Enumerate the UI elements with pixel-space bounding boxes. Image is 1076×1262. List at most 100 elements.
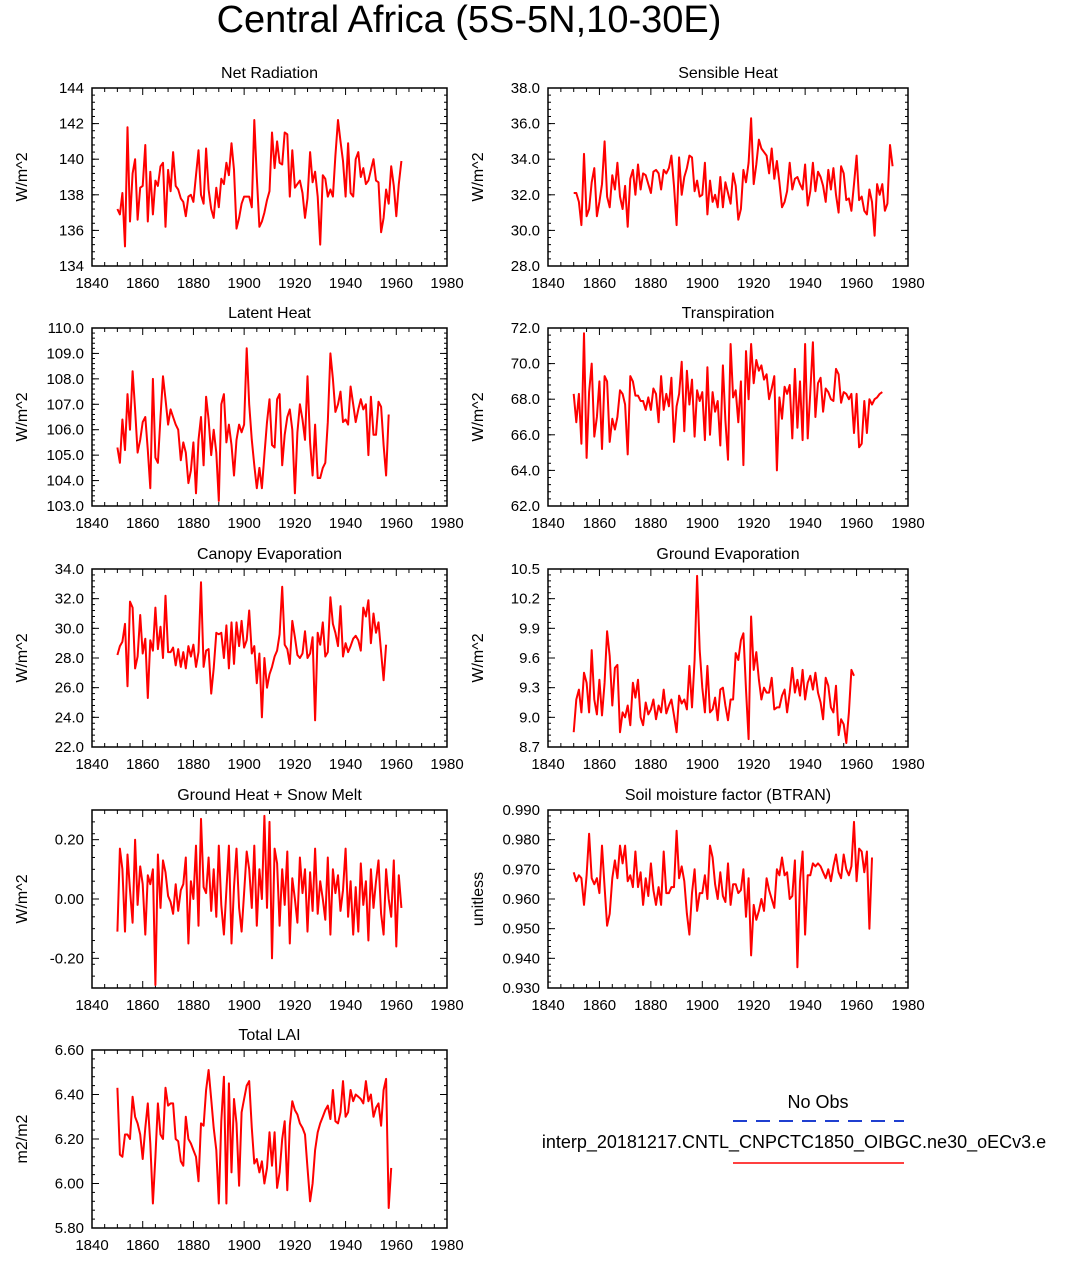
panel-1: Net Radiation W/m^2 1840 1860 1880 1900 1920 19… [14,65,464,292]
y-tick-label: 8.7 [519,739,540,756]
x-tick-label: 1840 [75,997,108,1014]
x-tick-label: 1860 [583,997,616,1014]
panel-5: Canopy Evaporation W/m^2 1840 1860 1880 1900 1… [14,546,464,773]
x-tick-label: 1880 [634,515,667,532]
x-tick-label: 1900 [686,756,719,773]
panel-2: Sensible Heat W/m^2 1840 1860 1880 1900 1920 19… [470,65,925,292]
x-tick-label: 1900 [686,997,719,1014]
y-axis-label: W/m^2 [470,392,487,441]
y-tick-label: 0.20 [55,832,84,849]
panel-3: Latent Heat W/m^2 1840 1860 1880 1900 1920 1940… [14,305,464,532]
y-tick-label: 108.0 [46,371,84,388]
y-tick-label: 0.960 [502,891,540,908]
x-tick-label: 1840 [531,756,564,773]
x-tick-label: 1960 [380,275,413,292]
x-tick-label: 1840 [75,756,108,773]
x-tick-label: 1960 [380,1237,413,1254]
y-tick-label: 0.950 [502,921,540,938]
x-tick-label: 1920 [278,756,311,773]
x-tick-label: 1960 [380,997,413,1014]
x-tick-label: 1960 [840,275,873,292]
panel-title: Sensible Heat [678,65,778,82]
y-tick-label: 24.0 [55,709,84,726]
y-axis-label: unitless [470,872,487,926]
panel-title: Canopy Evaporation [197,546,342,563]
x-tick-label: 1860 [126,1237,159,1254]
x-tick-label: 1940 [329,756,362,773]
x-tick-label: 1920 [278,997,311,1014]
series-line [116,581,388,722]
figure-title: Central Africa (5S-5N,10-30E) [217,0,722,41]
x-tick-label: 1840 [75,1237,108,1254]
x-tick-label: 1940 [788,275,821,292]
x-tick-label: 1840 [531,515,564,532]
y-tick-label: 9.3 [519,680,540,697]
x-tick-label: 1980 [430,997,463,1014]
panel-title: Latent Heat [228,305,311,322]
y-tick-label: 104.0 [46,473,84,490]
x-tick-label: 1920 [737,997,770,1014]
y-tick-label: 9.6 [519,650,540,667]
y-tick-label: 136 [59,222,84,239]
y-tick-label: 0.940 [502,950,540,967]
panel-title: Total LAI [238,1027,300,1044]
x-tick-label: 1980 [430,275,463,292]
y-axis-label: W/m^2 [470,152,487,201]
x-tick-label: 1980 [891,275,924,292]
x-tick-label: 1940 [788,997,821,1014]
y-tick-label: -0.20 [50,950,84,967]
y-tick-label: 64.0 [511,462,540,479]
panels: Net Radiation W/m^2 1840 1860 1880 1900 1920 19… [14,65,925,1254]
panel-title: Ground Evaporation [656,546,799,563]
series-line [116,1069,393,1209]
x-tick-label: 1960 [840,756,873,773]
y-tick-label: 30.0 [511,222,540,239]
y-tick-label: 106.0 [46,422,84,439]
x-tick-label: 1860 [126,515,159,532]
y-tick-label: 10.5 [511,561,540,578]
y-tick-label: 34.0 [55,561,84,578]
y-tick-label: 66.0 [511,427,540,444]
x-tick-label: 1980 [430,515,463,532]
series-line [572,332,883,472]
series-line [572,574,855,744]
y-tick-label: 6.40 [55,1087,84,1104]
y-tick-label: 30.0 [55,620,84,637]
y-tick-label: 28.0 [55,650,84,667]
y-tick-label: 134 [59,258,84,275]
x-tick-label: 1900 [227,275,260,292]
series-line [572,820,873,969]
x-tick-label: 1860 [583,515,616,532]
x-tick-label: 1960 [840,515,873,532]
y-tick-label: 107.0 [46,396,84,413]
panel-9: Total LAI m2/m2 1840 1860 1880 1900 1920 1940 19… [14,1027,464,1254]
x-tick-label: 1960 [380,515,413,532]
y-axis-label: W/m^2 [470,633,487,682]
y-axis-label: W/m^2 [14,633,31,682]
x-tick-label: 1940 [329,1237,362,1254]
x-tick-label: 1880 [634,997,667,1014]
x-tick-label: 1980 [430,1237,463,1254]
y-tick-label: 32.0 [511,187,540,204]
panel-4: Transpiration W/m^2 1840 1860 1880 1900 1920 19… [470,305,925,532]
x-tick-label: 1860 [583,756,616,773]
y-tick-label: 62.0 [511,498,540,515]
y-tick-label: 6.20 [55,1131,84,1148]
x-tick-label: 1900 [227,756,260,773]
legend-obs-label: No Obs [787,1092,848,1112]
y-tick-label: 0.00 [55,891,84,908]
x-tick-label: 1840 [75,275,108,292]
y-tick-label: 9.9 [519,620,540,637]
y-tick-label: 144 [59,80,84,97]
x-tick-label: 1920 [278,275,311,292]
y-tick-label: 22.0 [55,739,84,756]
x-tick-label: 1880 [177,275,210,292]
y-tick-label: 142 [59,116,84,133]
x-tick-label: 1960 [840,997,873,1014]
series-line [116,814,403,986]
x-tick-label: 1900 [227,1237,260,1254]
x-tick-label: 1940 [329,997,362,1014]
y-tick-label: 105.0 [46,447,84,464]
panel-7: Ground Heat + Snow Melt W/m^2 1840 1860 1880… [14,787,464,1014]
